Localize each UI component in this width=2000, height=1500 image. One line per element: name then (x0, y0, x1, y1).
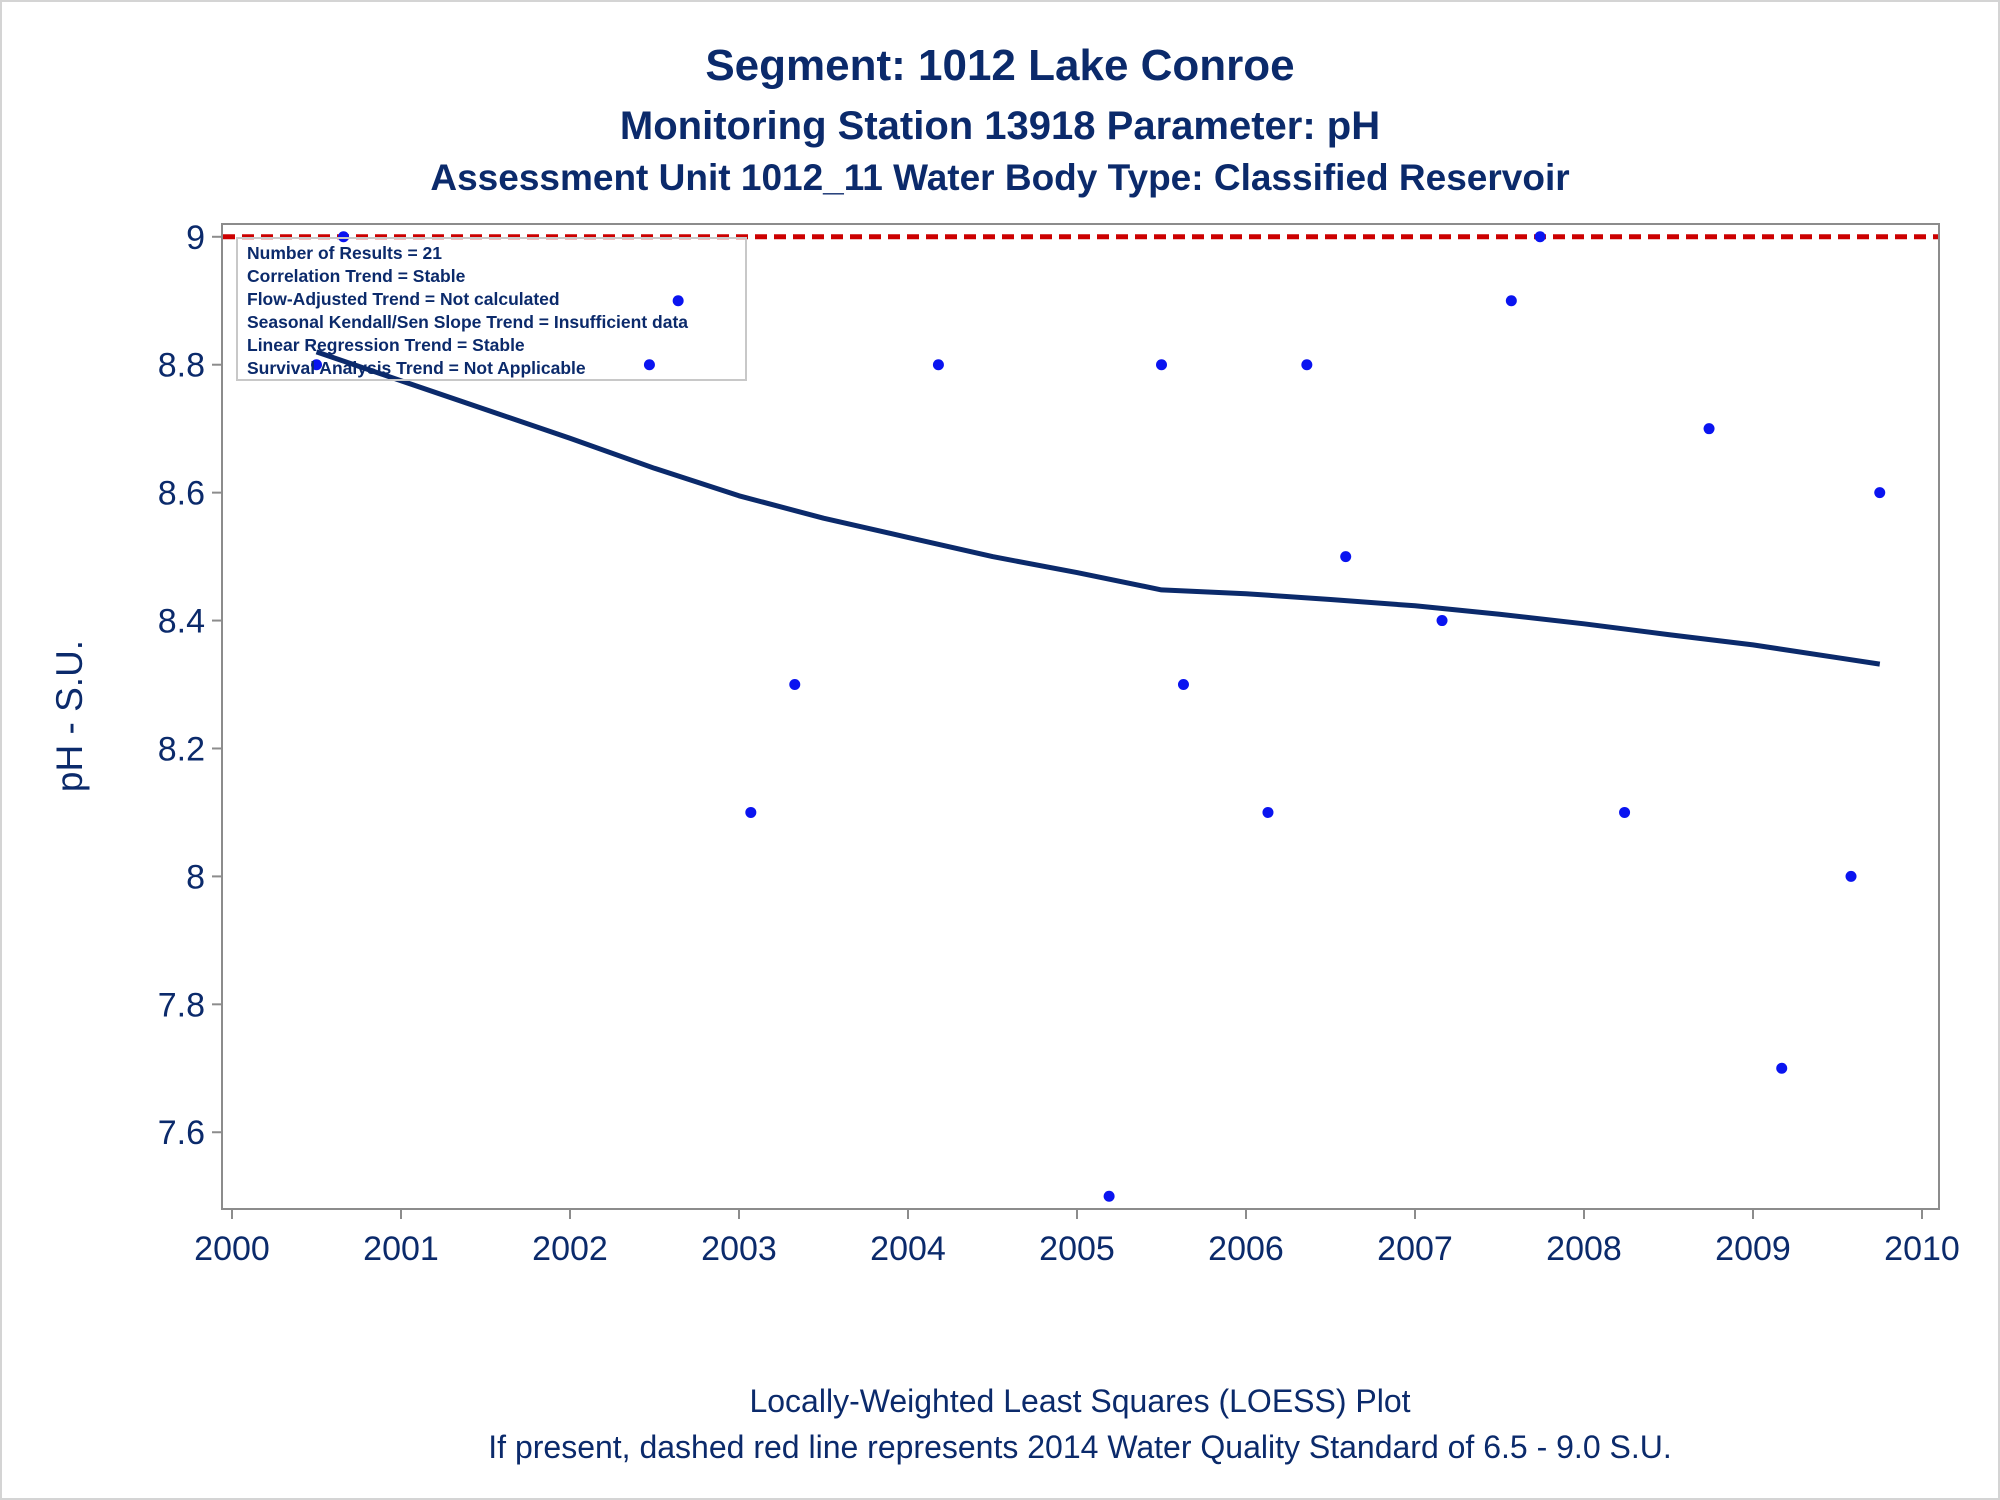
stat-seasonal-kendall-trend: Seasonal Kendall/Sen Slope Trend = Insuf… (247, 312, 688, 332)
stat-flow-adjusted-trend: Flow-Adjusted Trend = Not calculated (247, 289, 560, 309)
x-tick-label: 2004 (870, 1230, 946, 1268)
footnote-standard: If present, dashed red line represents 2… (488, 1429, 1671, 1465)
data-point (1845, 870, 1857, 882)
loess-line (315, 349, 1881, 667)
stat-linear-regression-trend: Linear Regression Trend = Stable (247, 335, 525, 355)
stats-legend-border (236, 237, 747, 381)
data-point (1874, 487, 1886, 499)
data-point (1534, 231, 1546, 243)
data-point (1103, 1190, 1115, 1202)
data-point (745, 806, 757, 818)
data-point (672, 295, 684, 307)
data-point (311, 359, 322, 371)
data-point (1776, 1062, 1788, 1074)
plot-area (221, 223, 1940, 1210)
data-point (1505, 295, 1517, 307)
x-tick-label: 2006 (1208, 1230, 1284, 1268)
stats-legend-box: Number of Results = 21 Correlation Trend… (236, 237, 747, 381)
y-tick-label: 7.6 (158, 1114, 205, 1152)
stat-correlation-trend: Correlation Trend = Stable (247, 266, 466, 286)
data-point (338, 231, 350, 243)
x-tick-label: 2009 (1715, 1230, 1791, 1268)
y-tick-label: 9 (186, 219, 205, 257)
chart-title: Segment: 1012 Lake Conroe (705, 41, 1294, 90)
chart-subtitle-2: Assessment Unit 1012_11 Water Body Type:… (430, 157, 1569, 198)
data-point (643, 359, 655, 371)
data-point (1703, 423, 1715, 435)
x-tick-label: 2000 (194, 1230, 270, 1268)
footnote-loess: Locally-Weighted Least Squares (LOESS) P… (749, 1383, 1410, 1419)
stat-number-of-results: Number of Results = 21 (247, 243, 442, 263)
y-tick-label: 8 (186, 858, 205, 896)
x-tick-label: 2003 (701, 1230, 777, 1268)
data-point (932, 359, 944, 371)
data-point (1301, 359, 1313, 371)
data-point (1436, 615, 1448, 627)
x-tick-label: 2007 (1377, 1230, 1453, 1268)
data-point (1262, 806, 1274, 818)
data-point (1177, 679, 1189, 691)
data-point (1340, 551, 1352, 563)
x-tick-label: 2008 (1546, 1230, 1622, 1268)
series-layer (223, 231, 1938, 1202)
y-tick-label: 8.8 (158, 347, 205, 385)
chart-subtitle: Monitoring Station 13918 Parameter: pH (620, 104, 1380, 148)
y-tick-label: 8.6 (158, 475, 205, 513)
y-tick-label: 7.8 (158, 986, 205, 1024)
x-tick-label: 2005 (1039, 1230, 1115, 1268)
y-tick-label: 8.4 (158, 603, 205, 641)
x-axis: 2000 2001 2002 2003 2004 2005 2006 2007 2008 2009… (194, 1209, 1960, 1268)
data-point (1619, 806, 1631, 818)
y-axis: 7.6 7.8 8 8.2 8.4 8.6 8.8 9 (158, 219, 222, 1152)
x-tick-label: 2001 (363, 1230, 439, 1268)
y-axis-label: pH - S.U. (49, 640, 90, 792)
data-point (789, 679, 801, 691)
y-tick-label: 8.2 (158, 730, 205, 768)
x-tick-label: 2010 (1884, 1230, 1960, 1268)
data-point (1156, 359, 1167, 371)
stat-survival-analysis-trend: Survival Analysis Trend = Not Applicable (247, 358, 586, 378)
x-tick-label: 2002 (532, 1230, 608, 1268)
